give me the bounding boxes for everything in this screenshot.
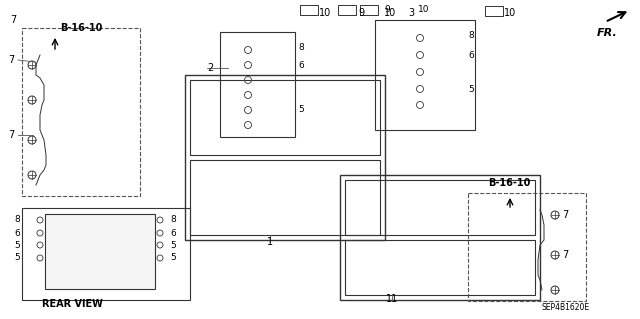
Text: 8: 8 [14, 216, 20, 225]
Text: 5: 5 [14, 254, 20, 263]
Text: 8: 8 [170, 216, 176, 225]
Text: 7: 7 [562, 250, 568, 260]
Text: 5: 5 [468, 85, 474, 94]
Text: 7: 7 [10, 15, 16, 25]
Bar [220, 32, 295, 137]
Bar [300, 5, 318, 15]
Text: 11: 11 [386, 294, 398, 304]
Text: 9: 9 [384, 5, 390, 14]
Text: 7: 7 [562, 210, 568, 220]
Text: 5: 5 [170, 254, 176, 263]
Text: 10: 10 [418, 5, 429, 14]
Text: 6: 6 [170, 228, 176, 238]
Text: 6: 6 [298, 61, 304, 70]
Text: 5: 5 [170, 241, 176, 249]
Bar [338, 5, 356, 15]
Text: 7: 7 [8, 55, 14, 65]
Bar [375, 20, 475, 130]
Bar [45, 214, 155, 289]
Text: 1: 1 [267, 237, 273, 247]
Text: 6: 6 [468, 50, 474, 60]
Text: 6: 6 [14, 228, 20, 238]
Text: 8: 8 [298, 42, 304, 51]
Bar [340, 175, 540, 300]
Text: 9: 9 [358, 8, 364, 18]
Text: REAR VIEW: REAR VIEW [42, 299, 102, 309]
Text: B-16-10: B-16-10 [488, 178, 531, 188]
Bar [185, 75, 385, 240]
Bar [360, 5, 378, 15]
Bar [485, 6, 503, 16]
Bar [468, 193, 586, 301]
Text: 2: 2 [207, 63, 213, 73]
Text: FR.: FR. [597, 28, 618, 38]
Text: B-16-10: B-16-10 [60, 23, 102, 33]
Text: 10: 10 [384, 8, 396, 18]
Bar [190, 160, 380, 235]
Bar [345, 240, 535, 295]
Bar [22, 28, 140, 196]
Bar [345, 180, 535, 235]
Text: SEP4B1620E: SEP4B1620E [542, 303, 590, 312]
Text: 3: 3 [408, 8, 414, 18]
Text: 7: 7 [8, 130, 14, 140]
Text: 8: 8 [468, 31, 474, 40]
Bar [22, 208, 190, 300]
Text: 10: 10 [319, 8, 332, 18]
Text: 5: 5 [14, 241, 20, 249]
Bar [190, 80, 380, 155]
Text: 5: 5 [298, 106, 304, 115]
Text: 10: 10 [504, 8, 516, 18]
